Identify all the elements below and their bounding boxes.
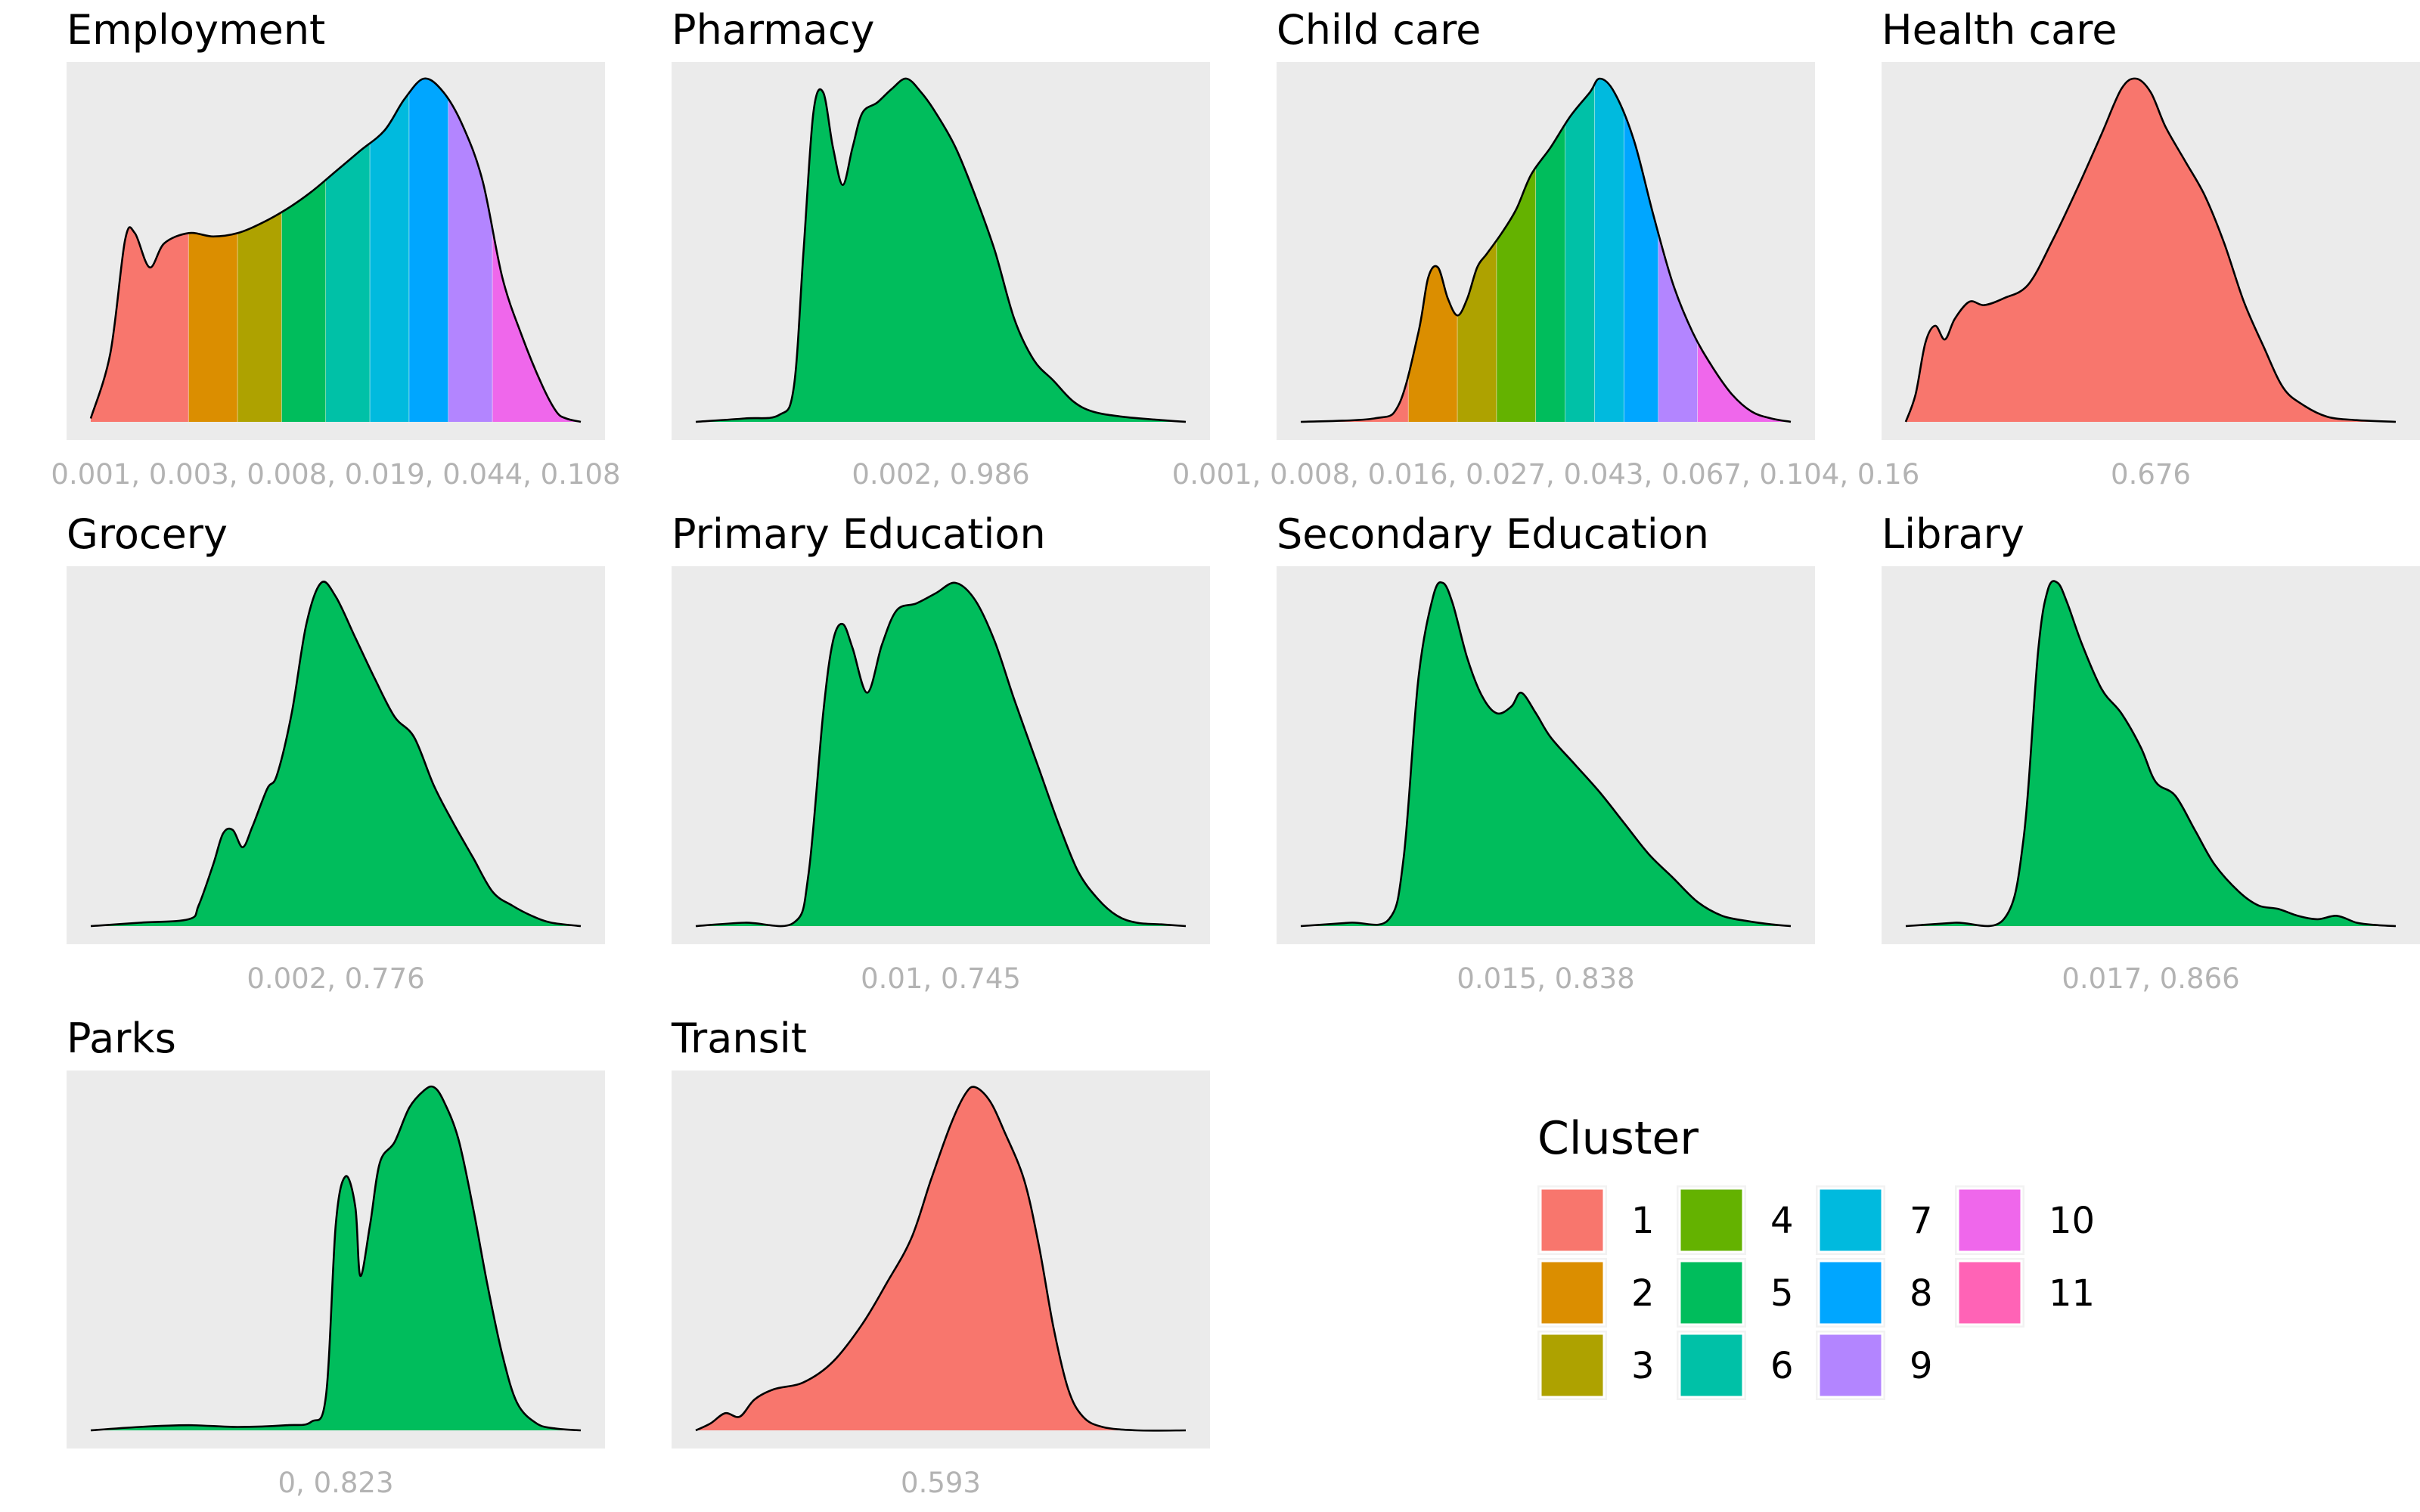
panel-primary-education: Primary Education 0.01, 0.745: [672, 510, 1210, 995]
legend-swatch-11: [1956, 1259, 2023, 1326]
legend-label-11: 11: [2049, 1272, 2095, 1315]
density-curve-child-care: [1300, 77, 1792, 423]
legend-item-7: 7: [1816, 1185, 1933, 1255]
legend-swatch-2: [1539, 1259, 1606, 1326]
x-tick-label-library: 0.017, 0.866: [2062, 962, 2239, 995]
density-curve-parks: [90, 1085, 582, 1432]
density-curve-pharmacy: [695, 77, 1187, 423]
density-segment-employment-cluster-8: [409, 78, 448, 422]
legend-item-4: 4: [1677, 1185, 1794, 1255]
legend-swatch-10: [1956, 1187, 2023, 1253]
x-tick-label-primary-education: 0.01, 0.745: [861, 962, 1021, 995]
density-curve-grocery: [90, 581, 582, 928]
legend-label-7: 7: [1910, 1200, 1933, 1242]
density-curve-health-care: [1904, 77, 2397, 423]
panel-title-parks: Parks: [67, 1015, 176, 1062]
x-tick-label-employment: 0.001, 0.003, 0.008, 0.019, 0.044, 0.108: [51, 458, 620, 491]
panel-title-pharmacy: Pharmacy: [672, 6, 874, 54]
panel-grocery: Grocery 0.002, 0.776: [67, 510, 605, 995]
legend-item-2: 2: [1537, 1258, 1655, 1328]
legend-swatch-3: [1539, 1332, 1606, 1399]
panel-title-employment: Employment: [67, 6, 325, 54]
panel-transit: Transit 0.593: [671, 1015, 1210, 1499]
panels-group: Employment 0.001, 0.003, 0.008, 0.019, 0.…: [51, 6, 2420, 1499]
density-curve-transit: [695, 1086, 1187, 1432]
legend-swatch-6: [1678, 1332, 1745, 1399]
panel-title-health-care: Health care: [1882, 6, 2118, 54]
panel-title-child-care: Child care: [1277, 6, 1481, 54]
density-segment-child-care-cluster-7: [1594, 79, 1624, 422]
legend-label-6: 6: [1770, 1345, 1794, 1387]
legend-swatch-9: [1817, 1332, 1884, 1399]
legend-swatch-7: [1817, 1187, 1884, 1253]
legend: Cluster 1 2 3 4 5 6 7 8 9 10 11: [1537, 1112, 2095, 1400]
density-curve-library: [1905, 580, 2397, 928]
x-tick-label-pharmacy: 0.002, 0.986: [852, 458, 1029, 491]
x-tick-label-grocery: 0.002, 0.776: [247, 962, 424, 995]
panel-title-grocery: Grocery: [67, 510, 228, 558]
density-segment-child-care-cluster-6: [1565, 79, 1595, 422]
panel-title-library: Library: [1882, 510, 2024, 558]
legend-label-9: 9: [1910, 1345, 1933, 1387]
legend-item-6: 6: [1677, 1331, 1794, 1400]
panel-title-secondary-education: Secondary Education: [1277, 510, 1709, 558]
legend-swatch-4: [1678, 1187, 1745, 1253]
panel-parks: Parks 0, 0.823: [67, 1015, 605, 1499]
x-tick-label-transit: 0.593: [901, 1467, 981, 1499]
panel-employment: Employment 0.001, 0.003, 0.008, 0.019, 0.…: [51, 6, 620, 491]
panel-title-primary-education: Primary Education: [672, 510, 1046, 558]
legend-label-5: 5: [1770, 1272, 1794, 1315]
panel-secondary-education: Secondary Education 0.015, 0.838: [1277, 510, 1815, 995]
density-curve-secondary-education: [1300, 581, 1792, 928]
legend-item-1: 1: [1537, 1185, 1655, 1255]
legend-item-3: 3: [1537, 1331, 1655, 1400]
x-tick-label-child-care: 0.001, 0.008, 0.016, 0.027, 0.043, 0.067…: [1172, 458, 1920, 491]
density-curve-primary-education: [695, 581, 1187, 928]
x-tick-label-secondary-education: 0.015, 0.838: [1457, 962, 1634, 995]
legend-item-9: 9: [1816, 1331, 1933, 1400]
density-curve-employment: [89, 77, 582, 423]
panel-library: Library 0.017, 0.866: [1882, 510, 2420, 995]
panel-pharmacy: Pharmacy 0.002, 0.986: [672, 6, 1210, 491]
panel-child-care: Child care 0.001, 0.008, 0.016, 0.027, 0.…: [1172, 6, 1920, 491]
legend-swatch-1: [1539, 1187, 1606, 1253]
legend-item-10: 10: [1955, 1185, 2095, 1255]
legend-swatch-5: [1678, 1259, 1745, 1326]
panel-title-transit: Transit: [671, 1015, 807, 1062]
legend-item-8: 8: [1816, 1258, 1933, 1328]
panel-health-care: Health care 0.676: [1882, 6, 2420, 491]
legend-label-4: 4: [1770, 1200, 1794, 1242]
x-tick-label-parks: 0, 0.823: [278, 1467, 394, 1499]
legend-label-8: 8: [1910, 1272, 1933, 1315]
legend-label-3: 3: [1631, 1345, 1655, 1387]
legend-label-10: 10: [2049, 1200, 2095, 1242]
legend-swatch-8: [1817, 1259, 1884, 1326]
legend-item-5: 5: [1677, 1258, 1794, 1328]
legend-title: Cluster: [1537, 1112, 1699, 1165]
legend-label-1: 1: [1631, 1200, 1655, 1242]
x-tick-label-health-care: 0.676: [2111, 458, 2191, 491]
legend-item-11: 11: [1955, 1258, 2095, 1328]
legend-label-2: 2: [1631, 1272, 1655, 1315]
